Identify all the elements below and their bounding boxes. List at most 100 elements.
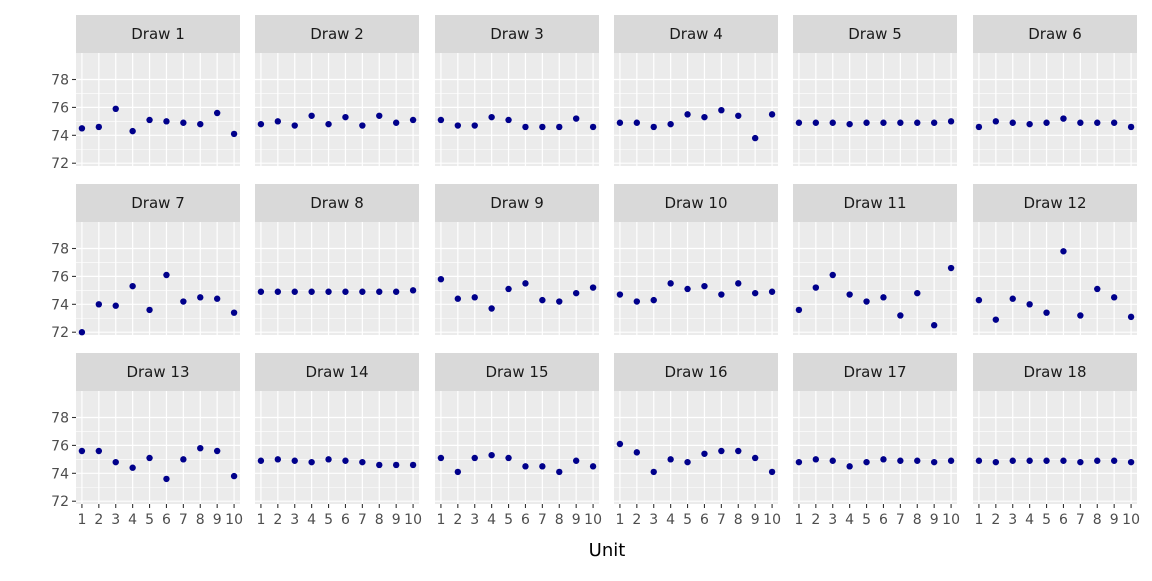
x-tick-label: 3 xyxy=(111,512,120,528)
facet-panel: Draw 4 xyxy=(614,15,778,166)
x-tick-label: 6 xyxy=(879,512,888,528)
x-tick-label: 4 xyxy=(307,512,316,528)
data-point xyxy=(1009,457,1016,464)
data-point xyxy=(914,457,921,464)
data-point xyxy=(488,113,495,121)
data-point xyxy=(768,111,776,118)
data-point xyxy=(701,282,708,290)
panel-background xyxy=(435,391,599,504)
data-point xyxy=(1077,312,1084,319)
facet-strip-label: Draw 8 xyxy=(310,194,364,212)
data-point xyxy=(1077,119,1084,126)
data-point xyxy=(863,119,870,126)
facet-strip xyxy=(614,353,778,391)
data-point xyxy=(359,122,366,129)
data-point xyxy=(556,468,563,476)
data-point xyxy=(437,275,445,283)
facet-strip xyxy=(793,184,957,222)
panel-background xyxy=(255,222,419,335)
data-point xyxy=(197,294,204,301)
facet-strip-label: Draw 17 xyxy=(843,363,906,381)
x-axis: 1 2 3 4 5 6 7 8 9 10 1 2 3 4 5 6 7 8 9 10 1 2 3 4 5 6 7 8 9 10 1 2 3 4 5 6 7… xyxy=(77,504,1140,528)
x-tick-label: 3 xyxy=(828,512,837,528)
data-point xyxy=(230,130,238,138)
facet-strip xyxy=(614,184,778,222)
data-point xyxy=(880,294,887,301)
data-point xyxy=(437,454,445,462)
data-point xyxy=(667,456,674,463)
data-point xyxy=(1060,248,1067,255)
data-point xyxy=(795,306,803,314)
data-point xyxy=(1026,457,1033,464)
data-point xyxy=(230,472,238,480)
data-point xyxy=(213,295,221,302)
data-point xyxy=(95,447,103,455)
data-point xyxy=(291,457,298,464)
data-point xyxy=(488,305,495,312)
panel-background xyxy=(793,391,957,504)
x-tick-label: 2 xyxy=(453,512,462,528)
facet-panel: Draw 9 xyxy=(435,184,599,335)
data-point xyxy=(325,120,332,128)
data-point xyxy=(897,312,904,319)
data-point xyxy=(539,463,546,470)
data-point xyxy=(1060,115,1067,122)
facet-panel: Draw 13 xyxy=(76,353,240,504)
x-tick-label: 7 xyxy=(179,512,188,528)
facet-strip-label: Draw 12 xyxy=(1023,194,1086,212)
panel-background xyxy=(255,53,419,166)
data-point xyxy=(735,280,742,287)
x-tick-label: 5 xyxy=(862,512,871,528)
data-point xyxy=(522,463,529,470)
data-point xyxy=(846,291,853,298)
data-point xyxy=(701,450,708,457)
x-tick-label: 2 xyxy=(94,512,103,528)
data-point xyxy=(701,113,708,121)
data-point xyxy=(257,288,265,295)
data-point xyxy=(992,316,1000,323)
data-point xyxy=(539,123,546,131)
facet-panel: Draw 8 xyxy=(255,184,419,335)
y-tick-label: 74 xyxy=(51,128,69,144)
data-point xyxy=(880,456,887,463)
x-tick-label: 1 xyxy=(77,512,86,528)
data-point xyxy=(667,280,674,287)
data-point xyxy=(454,122,462,129)
facet-strip xyxy=(435,184,599,222)
x-tick-label: 5 xyxy=(504,512,513,528)
data-point xyxy=(930,322,938,329)
x-tick-label: 7 xyxy=(1076,512,1085,528)
data-point xyxy=(735,112,742,119)
data-point xyxy=(897,457,904,464)
facet-panel: Draw 17 xyxy=(793,353,957,504)
facet-panel: Draw 7 xyxy=(76,184,240,336)
data-point xyxy=(376,112,383,119)
x-tick-label: 10 xyxy=(763,512,781,528)
data-point xyxy=(213,447,221,455)
facet-panel: Draw 6 xyxy=(973,15,1137,166)
x-tick-label: 10 xyxy=(404,512,422,528)
data-point xyxy=(78,329,86,336)
data-point xyxy=(572,457,580,464)
x-tick-label: 1 xyxy=(974,512,983,528)
data-point xyxy=(1127,458,1135,466)
data-point xyxy=(718,106,725,114)
x-tick-label: 1 xyxy=(794,512,803,528)
panel-background xyxy=(435,222,599,335)
data-point xyxy=(1043,119,1050,126)
x-tick-label: 10 xyxy=(942,512,960,528)
data-point xyxy=(616,291,624,298)
facet-panel: Draw 14 xyxy=(255,353,419,504)
x-tick-label: 8 xyxy=(1093,512,1102,528)
data-point xyxy=(914,289,921,297)
data-point xyxy=(684,285,691,293)
data-point xyxy=(863,298,870,305)
y-tick-label: 78 xyxy=(51,73,69,89)
data-point xyxy=(650,468,657,476)
data-point xyxy=(795,119,803,126)
data-point xyxy=(95,301,103,308)
facet-strip-label: Draw 5 xyxy=(848,25,902,43)
data-point xyxy=(718,447,725,455)
data-point xyxy=(556,298,563,305)
data-point xyxy=(78,447,86,455)
